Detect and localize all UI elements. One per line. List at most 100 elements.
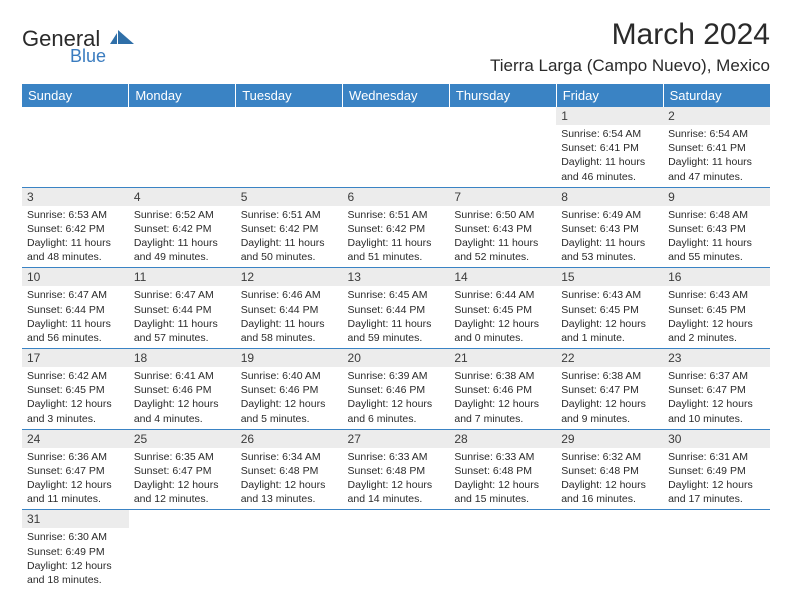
day-header: Tuesday <box>236 84 343 107</box>
day-details: Sunrise: 6:51 AMSunset: 6:42 PMDaylight:… <box>343 206 450 268</box>
day-details: Sunrise: 6:35 AMSunset: 6:47 PMDaylight:… <box>129 448 236 510</box>
day-number: 18 <box>129 349 236 367</box>
brand-flag-icon <box>110 30 136 48</box>
day-number: 5 <box>236 188 343 206</box>
calendar-cell <box>236 510 343 590</box>
day-number: 25 <box>129 430 236 448</box>
day-number: 12 <box>236 268 343 286</box>
calendar-cell <box>556 510 663 590</box>
brand-name-2: Blue <box>70 46 106 67</box>
calendar-cell <box>343 510 450 590</box>
day-header: Friday <box>556 84 663 107</box>
calendar-week: 31Sunrise: 6:30 AMSunset: 6:49 PMDayligh… <box>22 510 770 590</box>
calendar-cell: 15Sunrise: 6:43 AMSunset: 6:45 PMDayligh… <box>556 268 663 349</box>
calendar-cell <box>22 107 129 187</box>
day-number: 8 <box>556 188 663 206</box>
day-number: 14 <box>449 268 556 286</box>
day-details: Sunrise: 6:31 AMSunset: 6:49 PMDaylight:… <box>663 448 770 510</box>
day-details: Sunrise: 6:54 AMSunset: 6:41 PMDaylight:… <box>556 125 663 187</box>
calendar-cell: 22Sunrise: 6:38 AMSunset: 6:47 PMDayligh… <box>556 349 663 430</box>
day-number: 22 <box>556 349 663 367</box>
day-details: Sunrise: 6:49 AMSunset: 6:43 PMDaylight:… <box>556 206 663 268</box>
calendar-cell: 26Sunrise: 6:34 AMSunset: 6:48 PMDayligh… <box>236 429 343 510</box>
day-number: 13 <box>343 268 450 286</box>
calendar-cell <box>663 510 770 590</box>
day-details: Sunrise: 6:53 AMSunset: 6:42 PMDaylight:… <box>22 206 129 268</box>
day-number: 16 <box>663 268 770 286</box>
day-number: 19 <box>236 349 343 367</box>
day-details: Sunrise: 6:43 AMSunset: 6:45 PMDaylight:… <box>663 286 770 348</box>
calendar-cell: 2Sunrise: 6:54 AMSunset: 6:41 PMDaylight… <box>663 107 770 187</box>
calendar-cell: 4Sunrise: 6:52 AMSunset: 6:42 PMDaylight… <box>129 187 236 268</box>
day-header-row: SundayMondayTuesdayWednesdayThursdayFrid… <box>22 84 770 107</box>
day-details: Sunrise: 6:47 AMSunset: 6:44 PMDaylight:… <box>129 286 236 348</box>
calendar-cell: 29Sunrise: 6:32 AMSunset: 6:48 PMDayligh… <box>556 429 663 510</box>
calendar-cell <box>236 107 343 187</box>
day-number: 26 <box>236 430 343 448</box>
day-number: 24 <box>22 430 129 448</box>
calendar-cell: 16Sunrise: 6:43 AMSunset: 6:45 PMDayligh… <box>663 268 770 349</box>
day-details: Sunrise: 6:36 AMSunset: 6:47 PMDaylight:… <box>22 448 129 510</box>
day-details: Sunrise: 6:45 AMSunset: 6:44 PMDaylight:… <box>343 286 450 348</box>
day-details: Sunrise: 6:47 AMSunset: 6:44 PMDaylight:… <box>22 286 129 348</box>
day-number: 4 <box>129 188 236 206</box>
calendar-cell: 9Sunrise: 6:48 AMSunset: 6:43 PMDaylight… <box>663 187 770 268</box>
calendar-cell: 11Sunrise: 6:47 AMSunset: 6:44 PMDayligh… <box>129 268 236 349</box>
calendar-cell: 19Sunrise: 6:40 AMSunset: 6:46 PMDayligh… <box>236 349 343 430</box>
location-label: Tierra Larga (Campo Nuevo), Mexico <box>490 56 770 76</box>
day-details: Sunrise: 6:46 AMSunset: 6:44 PMDaylight:… <box>236 286 343 348</box>
day-header: Monday <box>129 84 236 107</box>
calendar-week: 17Sunrise: 6:42 AMSunset: 6:45 PMDayligh… <box>22 349 770 430</box>
calendar-table: SundayMondayTuesdayWednesdayThursdayFrid… <box>22 84 770 590</box>
day-number: 20 <box>343 349 450 367</box>
day-details: Sunrise: 6:38 AMSunset: 6:47 PMDaylight:… <box>556 367 663 429</box>
calendar-week: 3Sunrise: 6:53 AMSunset: 6:42 PMDaylight… <box>22 187 770 268</box>
day-details: Sunrise: 6:51 AMSunset: 6:42 PMDaylight:… <box>236 206 343 268</box>
calendar-cell: 6Sunrise: 6:51 AMSunset: 6:42 PMDaylight… <box>343 187 450 268</box>
day-number: 30 <box>663 430 770 448</box>
day-details: Sunrise: 6:50 AMSunset: 6:43 PMDaylight:… <box>449 206 556 268</box>
day-details: Sunrise: 6:34 AMSunset: 6:48 PMDaylight:… <box>236 448 343 510</box>
day-details: Sunrise: 6:33 AMSunset: 6:48 PMDaylight:… <box>449 448 556 510</box>
day-number: 11 <box>129 268 236 286</box>
day-number: 15 <box>556 268 663 286</box>
calendar-cell: 21Sunrise: 6:38 AMSunset: 6:46 PMDayligh… <box>449 349 556 430</box>
day-header: Sunday <box>22 84 129 107</box>
calendar-cell: 28Sunrise: 6:33 AMSunset: 6:48 PMDayligh… <box>449 429 556 510</box>
day-header: Wednesday <box>343 84 450 107</box>
day-number: 1 <box>556 107 663 125</box>
day-number: 3 <box>22 188 129 206</box>
day-header: Thursday <box>449 84 556 107</box>
calendar-cell: 13Sunrise: 6:45 AMSunset: 6:44 PMDayligh… <box>343 268 450 349</box>
calendar-cell <box>449 107 556 187</box>
day-number: 7 <box>449 188 556 206</box>
calendar-cell <box>449 510 556 590</box>
day-details: Sunrise: 6:39 AMSunset: 6:46 PMDaylight:… <box>343 367 450 429</box>
title-block: March 2024 Tierra Larga (Campo Nuevo), M… <box>490 18 770 76</box>
calendar-cell <box>129 510 236 590</box>
day-details: Sunrise: 6:43 AMSunset: 6:45 PMDaylight:… <box>556 286 663 348</box>
day-number: 31 <box>22 510 129 528</box>
month-title: March 2024 <box>490 18 770 52</box>
calendar-cell: 31Sunrise: 6:30 AMSunset: 6:49 PMDayligh… <box>22 510 129 590</box>
header: General Blue March 2024 Tierra Larga (Ca… <box>22 18 770 76</box>
day-details: Sunrise: 6:37 AMSunset: 6:47 PMDaylight:… <box>663 367 770 429</box>
day-details: Sunrise: 6:40 AMSunset: 6:46 PMDaylight:… <box>236 367 343 429</box>
day-number: 10 <box>22 268 129 286</box>
calendar-cell <box>343 107 450 187</box>
day-number: 27 <box>343 430 450 448</box>
calendar-week: 24Sunrise: 6:36 AMSunset: 6:47 PMDayligh… <box>22 429 770 510</box>
day-number: 9 <box>663 188 770 206</box>
calendar-cell: 30Sunrise: 6:31 AMSunset: 6:49 PMDayligh… <box>663 429 770 510</box>
calendar-cell <box>129 107 236 187</box>
day-number: 2 <box>663 107 770 125</box>
calendar-cell: 3Sunrise: 6:53 AMSunset: 6:42 PMDaylight… <box>22 187 129 268</box>
day-details: Sunrise: 6:52 AMSunset: 6:42 PMDaylight:… <box>129 206 236 268</box>
calendar-cell: 12Sunrise: 6:46 AMSunset: 6:44 PMDayligh… <box>236 268 343 349</box>
calendar-cell: 14Sunrise: 6:44 AMSunset: 6:45 PMDayligh… <box>449 268 556 349</box>
day-number: 6 <box>343 188 450 206</box>
day-details: Sunrise: 6:41 AMSunset: 6:46 PMDaylight:… <box>129 367 236 429</box>
calendar-cell: 5Sunrise: 6:51 AMSunset: 6:42 PMDaylight… <box>236 187 343 268</box>
calendar-cell: 20Sunrise: 6:39 AMSunset: 6:46 PMDayligh… <box>343 349 450 430</box>
calendar-cell: 25Sunrise: 6:35 AMSunset: 6:47 PMDayligh… <box>129 429 236 510</box>
